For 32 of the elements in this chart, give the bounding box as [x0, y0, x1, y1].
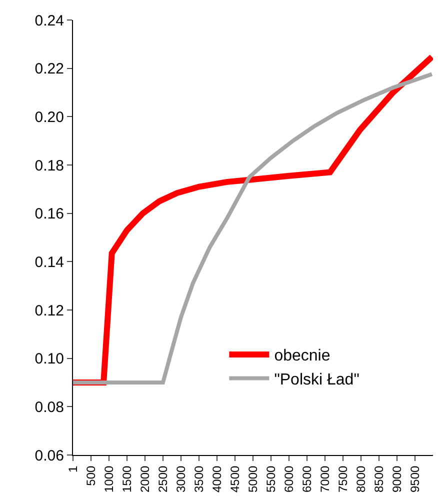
y-tick-label: 0.06 [34, 447, 64, 464]
y-tick-label: 0.18 [34, 157, 64, 174]
x-tick-label: 9500 [408, 465, 422, 493]
x-tick-label: 7500 [336, 465, 350, 493]
y-tick-label: 0.22 [34, 60, 64, 78]
x-tick-label: 3000 [174, 465, 188, 493]
legend-label: obecnie [274, 348, 330, 365]
legend-label: "Polski Ład" [274, 371, 360, 388]
x-tick-label: 8500 [372, 465, 386, 493]
x-tick-label: 1500 [120, 465, 134, 493]
x-tick-label: 8000 [354, 465, 368, 493]
x-tick-label: 9000 [390, 465, 404, 493]
y-tick-label: 0.12 [34, 302, 64, 320]
y-tick-label: 0.08 [34, 398, 64, 416]
x-tick-label: 500 [84, 465, 98, 486]
y-tick-label: 0.10 [34, 350, 64, 368]
x-tick-label: 1000 [102, 465, 116, 493]
x-tick-label: 7000 [318, 465, 332, 493]
y-tick-label: 0.16 [34, 206, 64, 223]
x-tick-label: 4500 [228, 465, 242, 493]
y-tick-label: 0.14 [34, 254, 64, 271]
x-tick-label: 6000 [282, 465, 296, 493]
x-tick-label: 3500 [192, 465, 206, 493]
x-tick-label: 2500 [156, 465, 170, 493]
x-tick-label: 6500 [300, 465, 314, 493]
x-tick-label: 4000 [210, 465, 224, 493]
x-tick-label: 5500 [264, 465, 278, 493]
x-tick-label: 1 [66, 465, 80, 472]
x-tick-label: 2000 [138, 465, 152, 493]
y-tick-label: 0.20 [34, 108, 64, 126]
y-tick-label: 0.24 [34, 12, 64, 30]
x-tick-label: 5000 [246, 465, 260, 493]
